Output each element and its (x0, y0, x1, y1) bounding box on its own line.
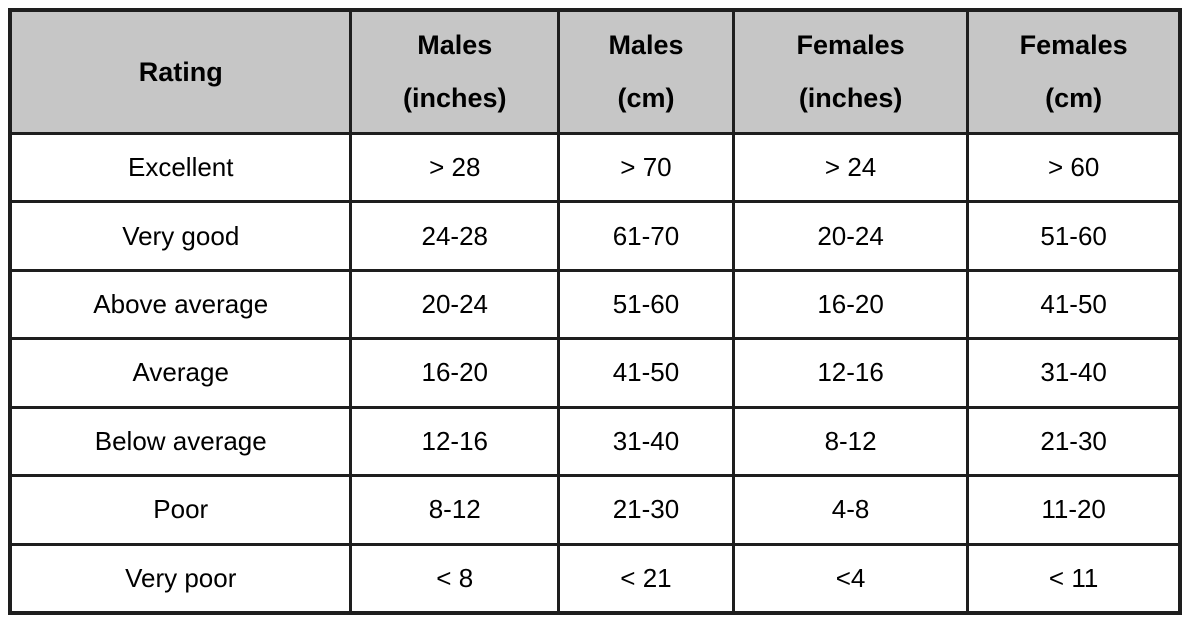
cell-females-cm: 21-30 (1040, 425, 1107, 456)
cell-females-cm: < 11 (1048, 562, 1099, 593)
header-line1: Males (417, 30, 493, 60)
table-row: Excellent > 28 > 70 > 24 > 60 (12, 135, 1178, 204)
header-cell-males-cm: Males (cm) (560, 12, 735, 132)
cell-males-cm: 31-40 (560, 408, 735, 475)
cell-females-cm: 41-50 (1040, 289, 1107, 320)
flexibility-rating-table: Rating Males (inches) Males (cm) Females… (8, 8, 1182, 615)
header-line1: Females (1019, 30, 1128, 60)
cell-rating: Above average (12, 271, 353, 338)
cell-males-inches: > 28 (352, 135, 561, 201)
header-line1: Rating (138, 56, 223, 87)
cell-females-inches: 4-8 (735, 477, 970, 543)
cell-males-inches: 12-16 (352, 408, 561, 475)
cell-rating: Excellent (12, 135, 353, 201)
cell-males-inches: 20-24 (352, 271, 561, 338)
table-row: Very good 24-28 61-70 20-24 51-60 (12, 203, 1178, 272)
cell-males-cm: < 21 (560, 545, 735, 611)
header-cell-females-inches: Females (inches) (735, 12, 970, 132)
table-row: Average 16-20 41-50 12-16 31-40 (12, 340, 1178, 409)
header-row: Rating Males (inches) Males (cm) Females… (12, 12, 1178, 135)
table-row: Poor 8-12 21-30 4-8 11-20 (12, 477, 1178, 546)
header-cell-rating: Rating (12, 12, 353, 132)
cell-rating: Poor (12, 477, 353, 543)
cell-females-inches: <4 (735, 545, 970, 611)
table-row: Below average 12-16 31-40 8-12 21-30 (12, 408, 1178, 478)
cell-males-cm: 51-60 (560, 271, 735, 338)
cell-females-inches: > 24 (735, 135, 970, 201)
cell-females-inches: 16-20 (735, 271, 970, 338)
table-row: Very poor < 8 < 21 <4 < 11 (12, 545, 1178, 611)
header-line1: Females (796, 30, 905, 60)
cell-rating: Very poor (12, 545, 353, 611)
cell-females-inches: 12-16 (735, 340, 970, 406)
header-line2: (inches) (402, 83, 507, 113)
header-line2: (inches) (798, 83, 903, 113)
cell-females-cm: 11-20 (1041, 494, 1106, 525)
cell-rating: Below average (12, 408, 353, 475)
cell-males-inches: < 8 (352, 545, 561, 611)
cell-males-inches: 16-20 (352, 340, 561, 406)
table-row: Above average 20-24 51-60 16-20 41-50 (12, 271, 1178, 341)
header-line1: Males (608, 30, 684, 60)
cell-females-cm: > 60 (1047, 152, 1100, 183)
cell-males-cm: 41-50 (560, 340, 735, 406)
cell-males-inches: 8-12 (352, 477, 561, 543)
cell-males-cm: 61-70 (560, 203, 735, 269)
header-cell-females-cm: Females (cm) (969, 12, 1178, 132)
cell-females-cm: 31-40 (1040, 357, 1107, 388)
cell-females-cm: 51-60 (1040, 220, 1107, 251)
header-line2: (cm) (1045, 83, 1103, 113)
cell-males-cm: 21-30 (560, 477, 735, 543)
cell-males-cm: > 70 (560, 135, 735, 201)
header-cell-males-inches: Males (inches) (352, 12, 561, 132)
cell-rating: Average (12, 340, 353, 406)
cell-females-inches: 20-24 (735, 203, 970, 269)
cell-females-inches: 8-12 (735, 408, 970, 475)
cell-males-inches: 24-28 (352, 203, 561, 269)
cell-rating: Very good (12, 203, 353, 269)
header-line2: (cm) (617, 83, 675, 113)
